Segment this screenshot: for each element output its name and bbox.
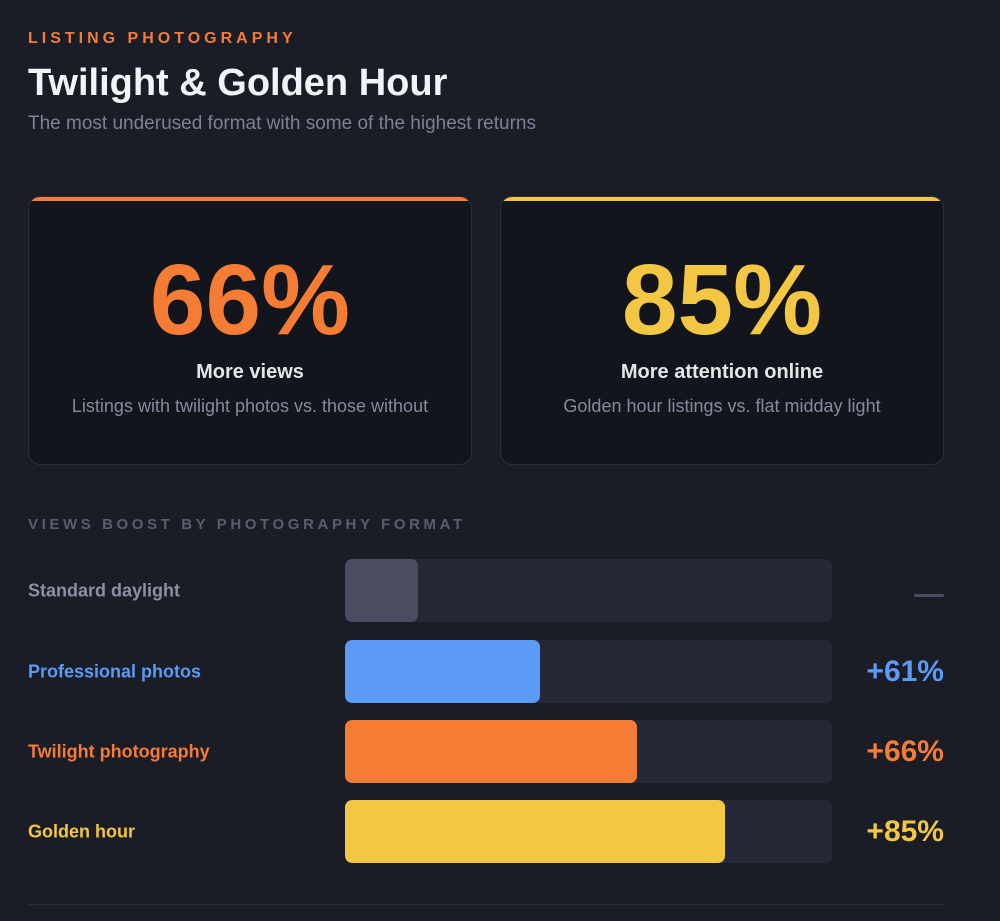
page-title: Twilight & Golden Hour (28, 62, 448, 104)
eyebrow-label: LISTING PHOTOGRAPHY (28, 30, 297, 47)
card-accent-bar (29, 197, 471, 201)
bar (345, 640, 540, 703)
chart-row: Golden hour +85% (0, 800, 1000, 863)
chart-row: Professional photos +61% (0, 640, 1000, 703)
stat-label: More views (196, 361, 304, 383)
category-label: Golden hour (28, 821, 135, 841)
chart-title: VIEWS BOOST BY PHOTOGRAPHY FORMAT (28, 516, 466, 533)
stat-label: More attention online (620, 361, 824, 383)
baseline-dash (914, 594, 944, 597)
bar-track (345, 640, 832, 703)
bar (345, 800, 725, 863)
bar (345, 720, 638, 783)
category-label: Standard daylight (28, 580, 181, 600)
stat-value: 66% (149, 244, 351, 356)
value-label: +66% (866, 734, 944, 768)
stat-description: Listings with twilight photos vs. those … (71, 396, 429, 416)
category-label: Twilight photography (28, 741, 210, 761)
bar (345, 559, 419, 622)
card-accent-bar (501, 197, 943, 201)
chart-row: Standard daylight (0, 559, 1000, 622)
page-subtitle: The most underused format with some of t… (28, 113, 536, 134)
chart-row: Twilight photography +66% (0, 720, 1000, 783)
value-label: +61% (866, 654, 944, 688)
stat-card-attention: 85% More attention online Golden hour li… (500, 196, 944, 465)
bar-track (345, 800, 832, 863)
category-label: Professional photos (28, 661, 202, 681)
bar-track (345, 720, 832, 783)
value-label: +85% (866, 814, 944, 848)
stat-card-views: 66% More views Listings with twilight ph… (28, 196, 472, 465)
stat-value: 85% (621, 244, 823, 356)
stat-description: Golden hour listings vs. flat midday lig… (563, 396, 881, 416)
bar-track (345, 559, 832, 622)
divider (28, 904, 944, 905)
